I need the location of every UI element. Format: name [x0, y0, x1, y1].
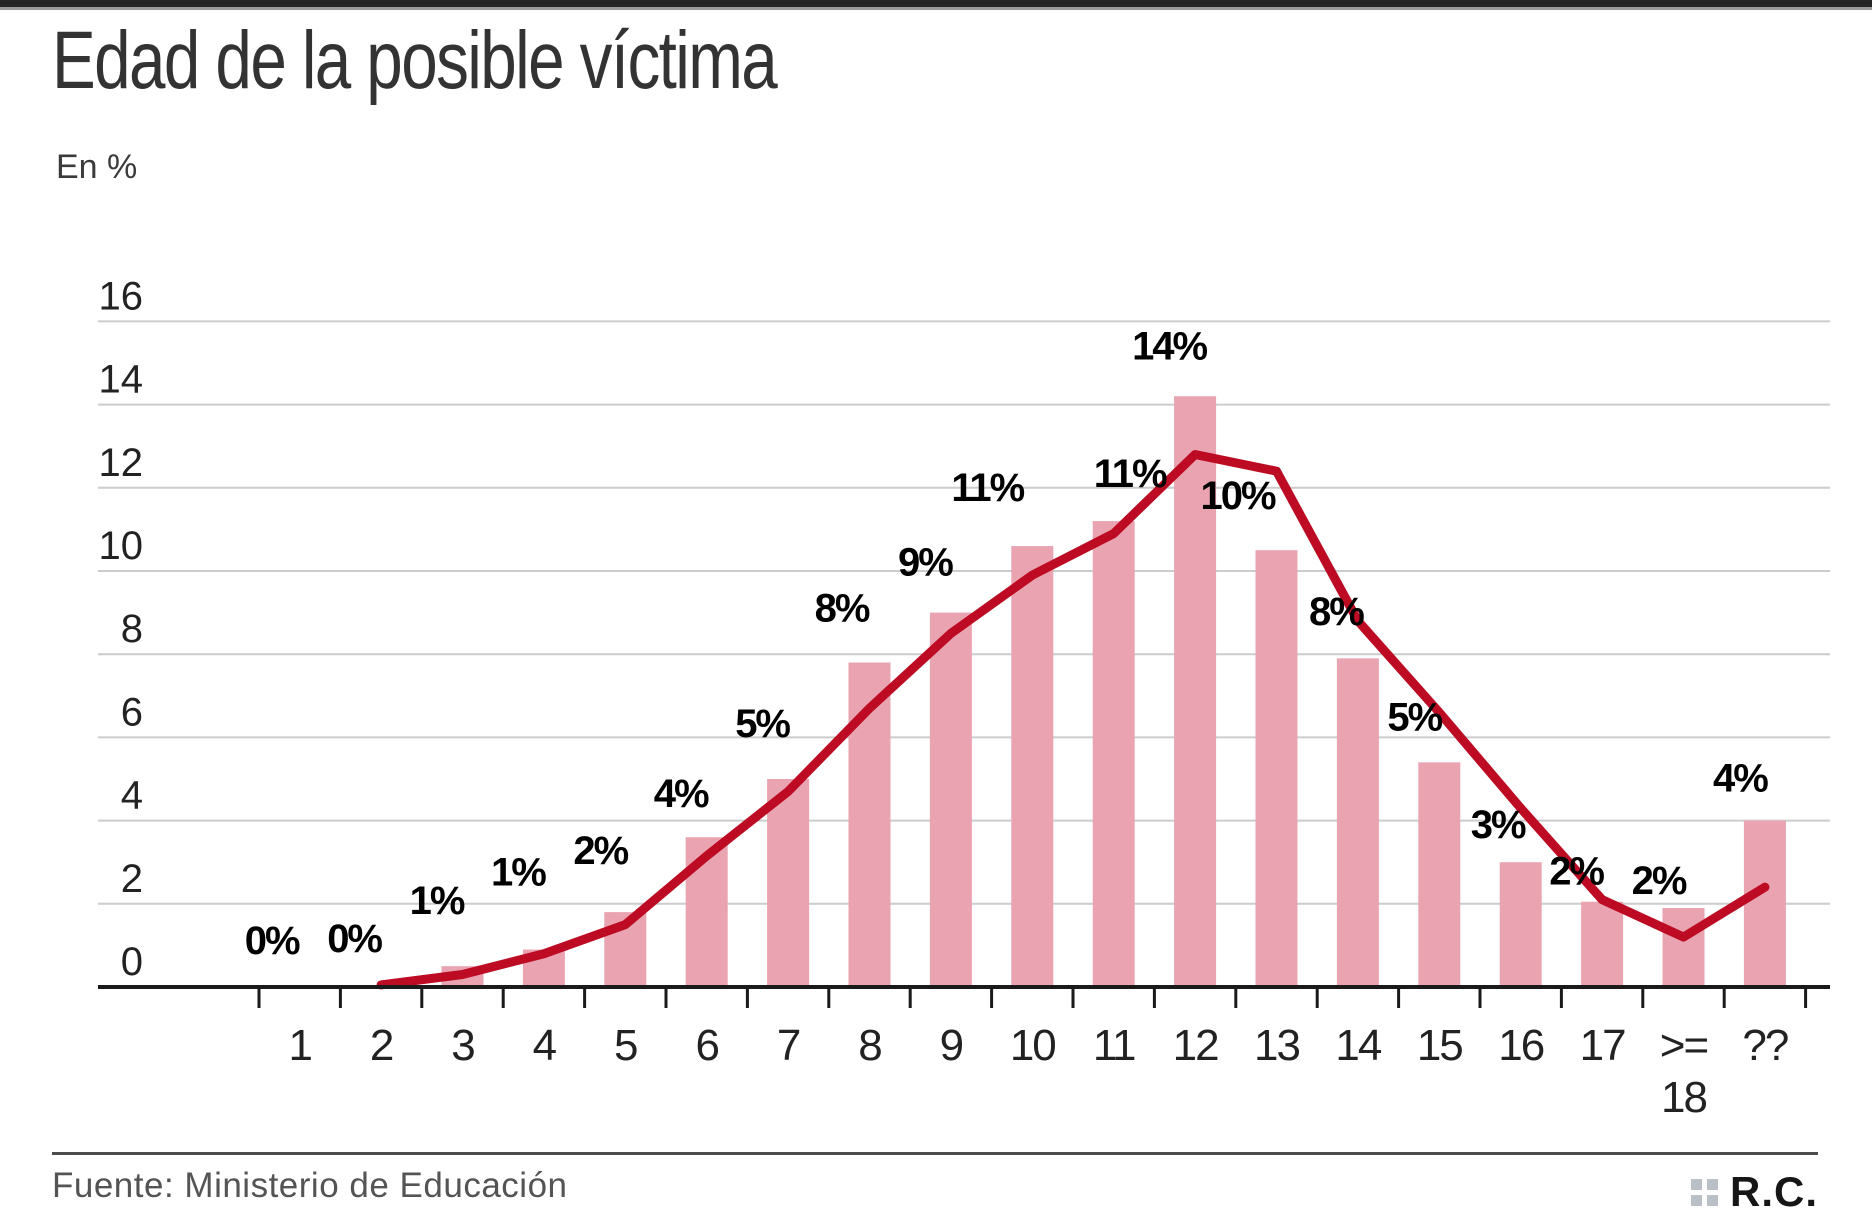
x-tick-label: 9 — [940, 1021, 963, 1070]
data-label: 2% — [1549, 850, 1604, 894]
x-tick-label: 13 — [1254, 1021, 1299, 1070]
x-tick-label: 16 — [1498, 1021, 1543, 1070]
x-tick-label: 10 — [1010, 1021, 1055, 1070]
y-tick-label: 12 — [99, 441, 144, 485]
data-label: 2% — [573, 829, 628, 873]
data-label: 9% — [898, 541, 953, 585]
bar — [929, 612, 972, 987]
x-tick-label: 6 — [695, 1021, 718, 1070]
x-tick-label: 7 — [777, 1021, 800, 1070]
bar — [1418, 762, 1461, 987]
y-tick-label: 0 — [121, 940, 143, 984]
data-label: 5% — [1387, 695, 1442, 739]
y-tick-label: 16 — [99, 274, 144, 318]
bar — [1662, 907, 1705, 987]
bar — [1336, 658, 1379, 987]
x-axis — [98, 985, 1830, 1008]
x-tick-label: 5 — [614, 1021, 637, 1070]
data-label: 5% — [735, 702, 790, 746]
logo-squares-icon — [1691, 1178, 1718, 1206]
x-tick-label: 15 — [1417, 1021, 1462, 1070]
data-label: 1% — [491, 851, 546, 895]
x-tick-label: 17 — [1580, 1021, 1625, 1070]
x-tick-label: 14 — [1335, 1021, 1381, 1070]
x-axis-labels: 1 2 3 4 5 6 7 8 9 10 11 12 13 14 15 16 17 >= 18?? — [288, 1021, 1789, 1122]
data-label: 3% — [1471, 803, 1526, 847]
x-tick-label: >= 18 — [1660, 1021, 1708, 1122]
top-accent-bar-edge — [0, 7, 1872, 10]
bar — [1092, 521, 1135, 987]
data-label: 8% — [815, 587, 870, 631]
x-tick-label: 11 — [1093, 1021, 1135, 1070]
data-label: 14% — [1132, 324, 1207, 368]
x-tick-label: 1 — [288, 1021, 311, 1070]
y-tick-label: 14 — [99, 358, 144, 402]
y-tick-label: 4 — [121, 774, 143, 818]
data-label: 10% — [1200, 474, 1275, 518]
bar — [1174, 396, 1217, 987]
bar — [1011, 546, 1054, 987]
bar — [1581, 901, 1624, 987]
x-tick-label: 8 — [858, 1021, 881, 1070]
y-tick-label: 2 — [121, 857, 143, 901]
data-label: 2% — [1632, 859, 1687, 903]
source-attribution: Fuente: Ministerio de Educación — [52, 1166, 568, 1205]
footer-divider — [52, 1152, 1818, 1155]
bar — [1255, 550, 1298, 987]
bar — [767, 779, 810, 987]
data-label: 4% — [654, 772, 709, 816]
y-axis-units-label: En % — [56, 148, 138, 186]
data-label: 1% — [410, 879, 465, 923]
x-tick-label: 4 — [533, 1021, 557, 1070]
logo-text: R.C. — [1730, 1168, 1818, 1215]
x-tick-label: 3 — [451, 1021, 474, 1070]
data-label: 0% — [327, 917, 382, 961]
bars-group — [441, 396, 1786, 987]
x-tick-label: 12 — [1173, 1021, 1218, 1070]
y-tick-label: 10 — [99, 524, 144, 568]
y-axis-labels: 0 2 4 6 8 10 12 14 16 — [99, 274, 144, 984]
data-label: 11% — [1094, 452, 1167, 496]
data-label: 4% — [1713, 757, 1768, 801]
top-accent-bar — [0, 0, 1872, 10]
trend-line — [376, 450, 1770, 990]
page-title: Edad de la posible víctima — [52, 15, 778, 106]
data-label: 0% — [245, 919, 300, 963]
y-tick-label: 6 — [121, 690, 143, 734]
x-tick-label: 2 — [370, 1021, 393, 1070]
data-labels-group: 0% 0% 1% 1% 2% 4% 5% 8% 9% 11% 11% 14% 10% 8% 5% 3% 2% 2%… — [245, 324, 1770, 963]
top-accent-bar-dark — [0, 0, 1872, 7]
x-tick-label: ?? — [1742, 1021, 1787, 1070]
data-label: 11% — [951, 466, 1024, 510]
publisher-logo: R.C. — [1691, 1168, 1818, 1216]
bar — [1743, 820, 1786, 987]
y-tick-label: 8 — [121, 607, 143, 651]
bar — [1499, 862, 1542, 987]
data-label: 8% — [1309, 590, 1364, 634]
